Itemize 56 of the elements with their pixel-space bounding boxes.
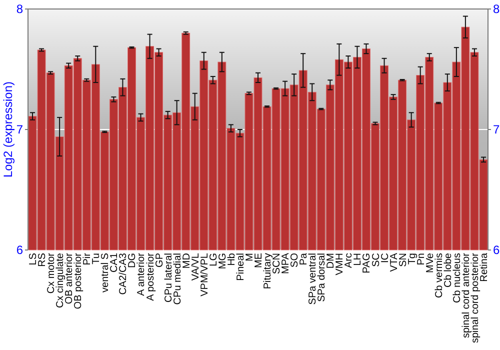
x-tick-label: GP [154,252,166,268]
x-tick-label: A posterior [145,252,156,301]
x-tick-label: LS [28,252,40,266]
x-tick-label: MG [217,252,228,270]
x-tick-label: SO [290,252,301,268]
x-tick-label: Pn [416,253,427,266]
x-tick-label: Cb nucleus [452,253,463,304]
x-tick-label: IC [380,253,391,263]
x-tick-label: LH [352,253,364,266]
x-tick-label: OB posterior [73,252,84,310]
x-tick-label: Cx cingulate [55,252,66,308]
x-tick-label: DM [326,253,337,269]
x-tick-label: CPu medial [172,253,184,305]
x-tick-label: VPM/VPL [199,252,210,296]
x-tick-label: CPu lateral [163,253,174,302]
x-tick-label: Retina [478,252,490,282]
x-tick-label: spinal cord anterior [460,252,472,338]
x-tick-label: Pir [82,252,94,266]
x-tick-label: PAG [362,252,373,274]
x-tick-label: Pineal [235,253,246,281]
x-tick-label: Cb vermis [434,253,445,298]
x-tick-label: CA2/CA3 [118,252,130,295]
x-tick-label: VA/VL [190,252,202,281]
x-tick-label: VTA [388,252,400,272]
x-tick-label: CA1 [109,252,120,272]
x-tick-label: DG [127,252,138,268]
x-tick-label: Arc [344,253,355,268]
x-tick-label: Hb [226,252,238,266]
x-tick-label: Cb lobe [442,252,454,288]
x-tick-label: SN [398,253,409,267]
y-tick-label: 8 [16,2,24,16]
x-tick-label: ventral S [100,252,112,292]
x-tick-label: M [244,253,256,262]
x-tick-label: Pituitary [262,253,274,290]
x-tick-label: Pa [298,252,310,266]
x-tick-label: OB anterior [64,252,76,304]
x-tick-label: ME [254,252,264,268]
x-tick-label: RS [37,252,48,267]
x-tick-label: Tg [406,253,418,265]
y-tick-label: 7 [16,122,24,137]
x-tick-label: SCN [272,253,283,274]
y2-tick-label: 8 [493,2,500,16]
y2-tick-label: 7 [493,122,500,137]
x-tick-label: VMH [334,253,346,276]
y-axis-title: Log2 (expression) [1,81,15,178]
x-tick-label: LG [208,252,220,266]
x-tick-label: MPA [280,252,292,274]
x-tick-label: MVe [424,252,436,274]
x-tick-label: Tu [91,253,102,264]
x-tick-label: MD [181,253,192,269]
x-tick-label: A anterior [136,252,148,296]
y2-tick-label: 6 [493,243,500,258]
x-tick-label: spinal cord posterior [470,252,481,344]
y-tick-label: 6 [16,243,24,258]
x-tick-label: SC [370,253,382,267]
x-tick-label: SPa dorsal [316,253,328,302]
